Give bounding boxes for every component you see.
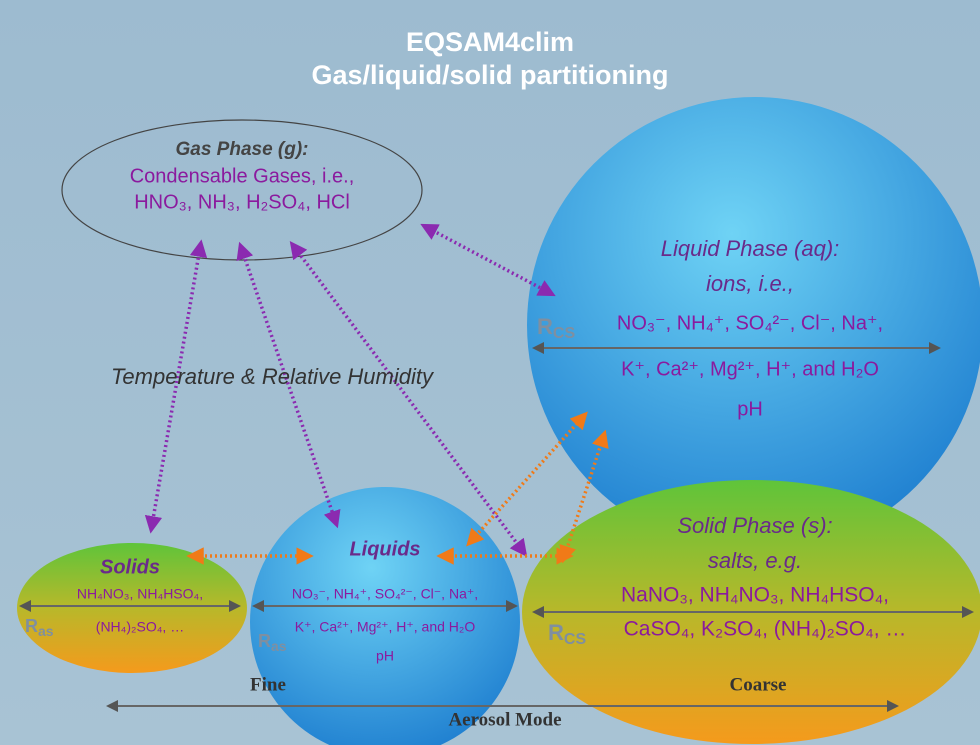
node-line: K⁺, Ca²⁺, Mg²⁺, H⁺, and H₂O [621, 358, 879, 380]
node-line: Condensable Gases, i.e., [130, 165, 355, 187]
ratio-sub: as [38, 623, 54, 639]
node-title: Liquid Phase (aq): [661, 236, 840, 261]
node-line: NO₃⁻, NH₄⁺, SO₄²⁻, Cl⁻, Na⁺, [617, 312, 883, 334]
node-line: CaSO₄, K₂SO₄, (NH₄)₂SO₄, … [624, 618, 907, 641]
arrow [559, 429, 609, 564]
ratio-base: R [537, 314, 553, 339]
axis-left: Fine [250, 674, 286, 695]
orange-arrows [186, 411, 609, 565]
node-line: (NH₄)₂SO₄, … [96, 619, 184, 635]
axis-right: Coarse [730, 674, 787, 695]
node-line: salts, e.g. [708, 548, 802, 573]
node-line: NO₃⁻, NH₄⁺, SO₄²⁻, Cl⁻, Na⁺, [292, 586, 478, 602]
arrow [144, 239, 208, 534]
annotation: Temperature & Relative Humidity [111, 364, 435, 389]
ratio-sub: CS [553, 325, 576, 342]
ratio-label: Ras [258, 631, 287, 654]
ratio-label: RCS [537, 314, 575, 342]
node-line: NaNO₃, NH₄NO₃, NH₄HSO₄, [621, 584, 889, 607]
dividers [19, 342, 974, 712]
node-line: NH₄NO₃, NH₄HSO₄, [77, 586, 203, 602]
node-title: Liquids [349, 538, 420, 560]
title: EQSAM4clim [406, 27, 574, 57]
purple-arrows [144, 223, 556, 557]
ratio-base: R [25, 616, 38, 636]
axis-label: Aerosol Mode [448, 709, 561, 730]
ratio-sub: as [271, 638, 287, 654]
ratio-label: RCS [548, 620, 586, 648]
ratio-base: R [548, 620, 564, 645]
ratio-base: R [258, 631, 271, 651]
node-line: pH [737, 398, 763, 420]
node-line: K⁺, Ca²⁺, Mg²⁺, H⁺, and H₂O [295, 619, 476, 635]
liquid-circle [527, 97, 980, 553]
node-title: Solids [100, 556, 160, 578]
node-line: ions, i.e., [706, 271, 794, 296]
node-title: Solid Phase (s): [677, 513, 832, 538]
node-line: pH [376, 648, 394, 664]
ratio-sub: CS [564, 631, 587, 648]
title: Gas/liquid/solid partitioning [312, 60, 669, 90]
ratio-label: Ras [25, 616, 54, 639]
node-line: HNO₃, NH₃, H₂SO₄, HCl [134, 191, 350, 213]
node-title: Gas Phase (g): [175, 139, 308, 160]
